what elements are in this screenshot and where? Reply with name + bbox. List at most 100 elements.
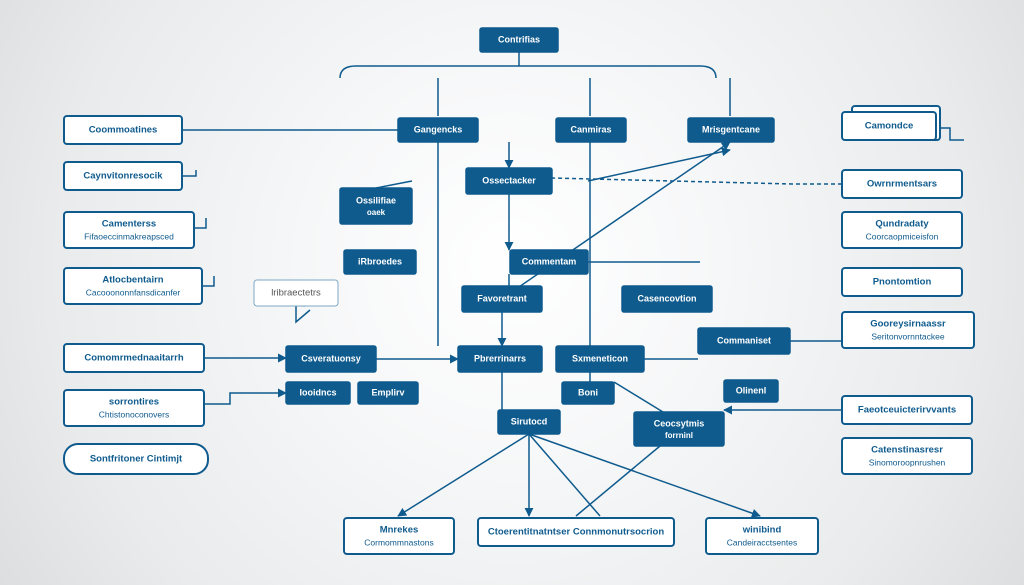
node-R3: Pnontomtion (842, 268, 962, 296)
node-side_l1: Ossilifiae oaek (340, 188, 412, 224)
edge-sl1 (376, 181, 412, 188)
node-R0: Camondce (842, 106, 940, 140)
svg-text:Commaniset: Commaniset (717, 335, 771, 345)
svg-text:Candeiracctsentes: Candeiracctsentes (727, 537, 797, 547)
svg-text:Gangencks: Gangencks (414, 124, 463, 134)
edge-diag_up (500, 142, 730, 300)
svg-text:Sontfritoner Cintimjt: Sontfritoner Cintimjt (90, 454, 183, 465)
svg-text:winibind: winibind (742, 525, 782, 536)
node-center4: Pbrerrinarrs (458, 346, 542, 372)
node-side_l2: iRbroedes (344, 250, 416, 274)
svg-text:Commentam: Commentam (522, 256, 577, 266)
node-L4: AtlocbentairnCacooononnfansdicanfer (64, 268, 202, 304)
node-L1: Coommoatines (64, 116, 182, 144)
svg-text:Casencovtion: Casencovtion (637, 293, 696, 303)
edge-bracket_top (340, 66, 716, 78)
svg-text:Canmiras: Canmiras (570, 124, 611, 134)
svg-text:Pbrerrinarrs: Pbrerrinarrs (474, 353, 526, 363)
svg-text:Atlocbentairn: Atlocbentairn (102, 275, 163, 286)
svg-text:Contrifias: Contrifias (498, 34, 540, 44)
svg-text:Favoretrant: Favoretrant (477, 293, 527, 303)
svg-text:Ossectacker: Ossectacker (482, 175, 536, 185)
node-P1: Sontfritoner Cintimjt (64, 444, 208, 474)
node-side_r1: Casencovtion (622, 286, 712, 312)
svg-text:Coorcaopmiceisfon: Coorcaopmiceisfon (866, 231, 939, 241)
node-top: Contrifias (480, 28, 558, 52)
node-R1: Owrnrmentsars (842, 170, 962, 198)
node-hdr_m: Canmiras (556, 118, 626, 142)
edge-l_hook2 (194, 218, 206, 228)
node-R5: Faeotceuicterirvvants (842, 396, 972, 424)
node-side_r3: Boni (562, 382, 614, 404)
svg-text:Fifaoeccinmakreapsced: Fifaoeccinmakreapsced (84, 231, 174, 241)
svg-text:Ctoerentitnatntser Connmonutrs: Ctoerentitnatntser Connmonutrsocrion (488, 527, 664, 538)
node-center1: Ossectacker (466, 168, 552, 194)
svg-text:Mnrekes: Mnrekes (380, 525, 419, 536)
edge-sr4 (614, 382, 663, 412)
node-L6: sorrontiresChtistonoconovers (64, 390, 204, 426)
edge-xb3 (576, 446, 660, 516)
node-R6: CatenstinasresrSinomoroopnrushen (842, 438, 972, 474)
svg-text:Olinenl: Olinenl (736, 385, 767, 395)
node-B2: Ctoerentitnatntser Connmonutrsocrion (478, 518, 674, 546)
node-side_r4: Ceocsytmis forrninl (634, 412, 724, 446)
edge-plain_arrow (296, 306, 310, 322)
svg-text:oaek: oaek (367, 208, 386, 217)
svg-text:Owrnrmentsars: Owrnrmentsars (867, 179, 937, 190)
svg-text:Mrisgentcane: Mrisgentcane (702, 124, 760, 134)
svg-text:Comomrmednaaitarrh: Comomrmednaaitarrh (84, 353, 183, 364)
edge-sr1 (588, 150, 730, 181)
svg-text:Coommoatines: Coommoatines (89, 125, 158, 136)
node-center6: Sirutocd (498, 410, 560, 434)
svg-text:Pnontomtion: Pnontomtion (873, 277, 932, 288)
svg-text:sorrontires: sorrontires (109, 397, 159, 408)
svg-text:Camenterss: Camenterss (102, 219, 156, 230)
svg-text:lribraectetrs: lribraectetrs (271, 288, 321, 299)
edge-l_hook3 (202, 276, 214, 286)
node-R2: QundradatyCoorcaopmiceisfon (842, 212, 962, 248)
svg-text:Gooreysirnaassr: Gooreysirnaassr (870, 319, 946, 330)
svg-text:Emplirv: Emplirv (371, 387, 404, 397)
edge-xbl (398, 434, 529, 516)
node-B1: MnrekesCormommnastons (344, 518, 454, 554)
svg-text:Csveratuonsy: Csveratuonsy (301, 353, 361, 363)
svg-text:Caynvitonresocik: Caynvitonresocik (83, 171, 163, 182)
svg-text:Sxmeneticon: Sxmeneticon (572, 353, 628, 363)
svg-text:Sirutocd: Sirutocd (511, 416, 548, 426)
node-hdr_r: Mrisgentcane (688, 118, 774, 142)
svg-text:forrninl: forrninl (665, 431, 693, 440)
svg-text:Sinomoroopnrushen: Sinomoroopnrushen (869, 457, 946, 467)
svg-text:Ossilifiae: Ossilifiae (356, 195, 396, 205)
node-L2: Caynvitonresocik (64, 162, 182, 190)
node-side_l5: Iooidncs (286, 382, 350, 404)
node-center5: Sxmeneticon (556, 346, 644, 372)
node-center3: Favoretrant (462, 286, 542, 312)
node-L3: CamenterssFifaoeccinmakreapsced (64, 212, 194, 248)
edge-l_to_c3 (204, 393, 286, 404)
node-B3: winibindCandeiracctsentes (706, 518, 818, 554)
svg-text:Boni: Boni (578, 387, 598, 397)
svg-text:Cormommnastons: Cormommnastons (364, 537, 433, 547)
svg-text:Catenstinasresr: Catenstinasresr (871, 445, 943, 456)
node-side_r2: Commaniset (698, 328, 790, 354)
svg-text:Qundradaty: Qundradaty (875, 219, 929, 230)
svg-text:Ceocsytmis: Ceocsytmis (654, 418, 705, 428)
node-L5: Comomrmednaaitarrh (64, 344, 204, 372)
svg-text:Iooidncs: Iooidncs (299, 387, 336, 397)
edge-l_hook1 (182, 170, 196, 176)
svg-text:Camondce: Camondce (865, 121, 914, 132)
node-hdr_l: Gangencks (398, 118, 478, 142)
node-side_r5: Olinenl (724, 380, 778, 402)
svg-text:Seritonvornntackee: Seritonvornntackee (871, 331, 945, 341)
node-side_l3: Csveratuonsy (286, 346, 376, 372)
node-center2: Commentam (510, 250, 588, 274)
svg-text:Faeotceuicterirvvants: Faeotceuicterirvvants (858, 405, 956, 416)
edge-r_to_c1 (552, 178, 842, 184)
svg-text:Cacooononnfansdicanfer: Cacooononnfansdicanfer (86, 287, 181, 297)
svg-text:Chtistonoconovers: Chtistonoconovers (99, 409, 169, 419)
flowchart-canvas: Contrifias Gangencks Canmiras Mrisgentcane O… (0, 0, 1024, 585)
svg-text:iRbroedes: iRbroedes (358, 256, 402, 266)
node-R4: GooreysirnaassrSeritonvornntackee (842, 312, 974, 348)
node-side_l4: Emplirv (358, 382, 418, 404)
node-LB: lribraectetrs (254, 280, 338, 306)
